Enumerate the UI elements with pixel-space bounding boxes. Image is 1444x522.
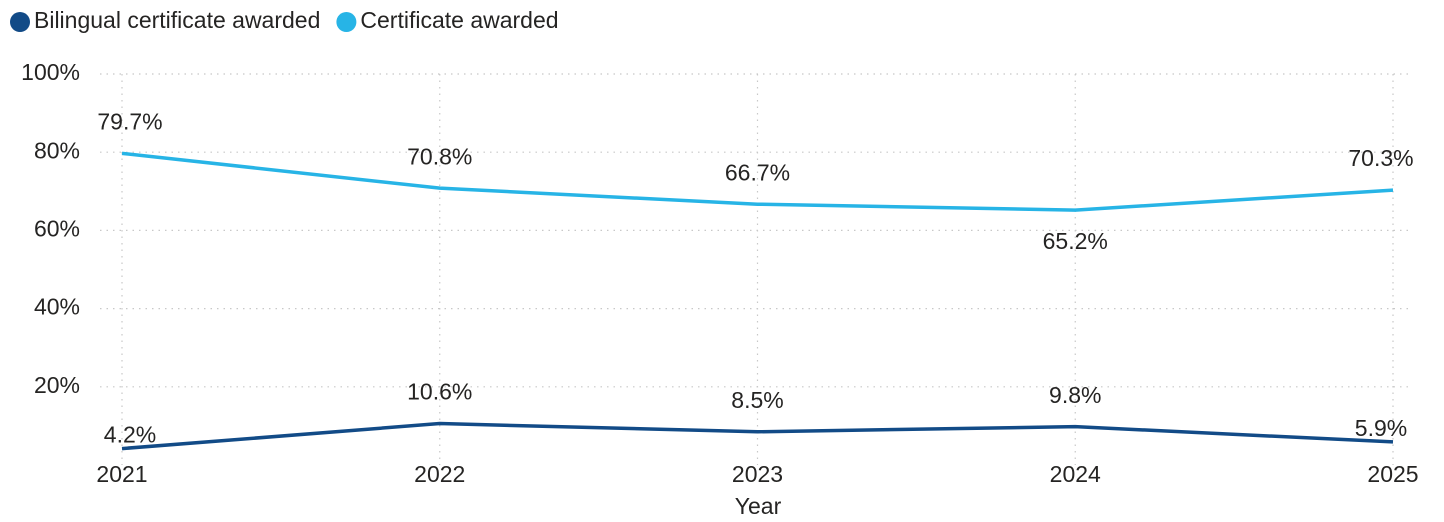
legend-label: Certificate awarded: [360, 7, 558, 33]
data-label: 4.2%: [104, 422, 156, 448]
data-label: 5.9%: [1355, 415, 1407, 441]
x-tick-label: 2025: [1367, 461, 1418, 487]
data-label: 70.8%: [407, 143, 472, 169]
y-tick-label: 60%: [34, 215, 80, 241]
x-tick-label: 2024: [1050, 461, 1101, 487]
y-tick-label: 80%: [34, 137, 80, 163]
x-tick-label: 2023: [732, 461, 783, 487]
data-label: 66.7%: [725, 159, 790, 185]
series-line: [121, 151, 1394, 212]
y-tick-label: 100%: [21, 59, 80, 85]
y-tick-label: 40%: [34, 294, 80, 320]
x-tick-label: 2021: [96, 461, 147, 487]
data-label: 9.8%: [1049, 382, 1101, 408]
data-label: 8.5%: [731, 387, 783, 413]
data-label: 10.6%: [407, 379, 472, 405]
legend-marker: [10, 12, 30, 32]
legend-marker: [336, 12, 357, 32]
legend-label: Bilingual certificate awarded: [34, 7, 320, 33]
x-tick-label: 2022: [414, 461, 465, 487]
data-label: 79.7%: [97, 108, 162, 134]
y-tick-label: 20%: [34, 372, 80, 398]
series-line: [121, 421, 1394, 451]
data-label: 65.2%: [1043, 228, 1108, 254]
data-label: 70.3%: [1348, 145, 1413, 171]
x-axis-title: Year: [735, 493, 782, 519]
